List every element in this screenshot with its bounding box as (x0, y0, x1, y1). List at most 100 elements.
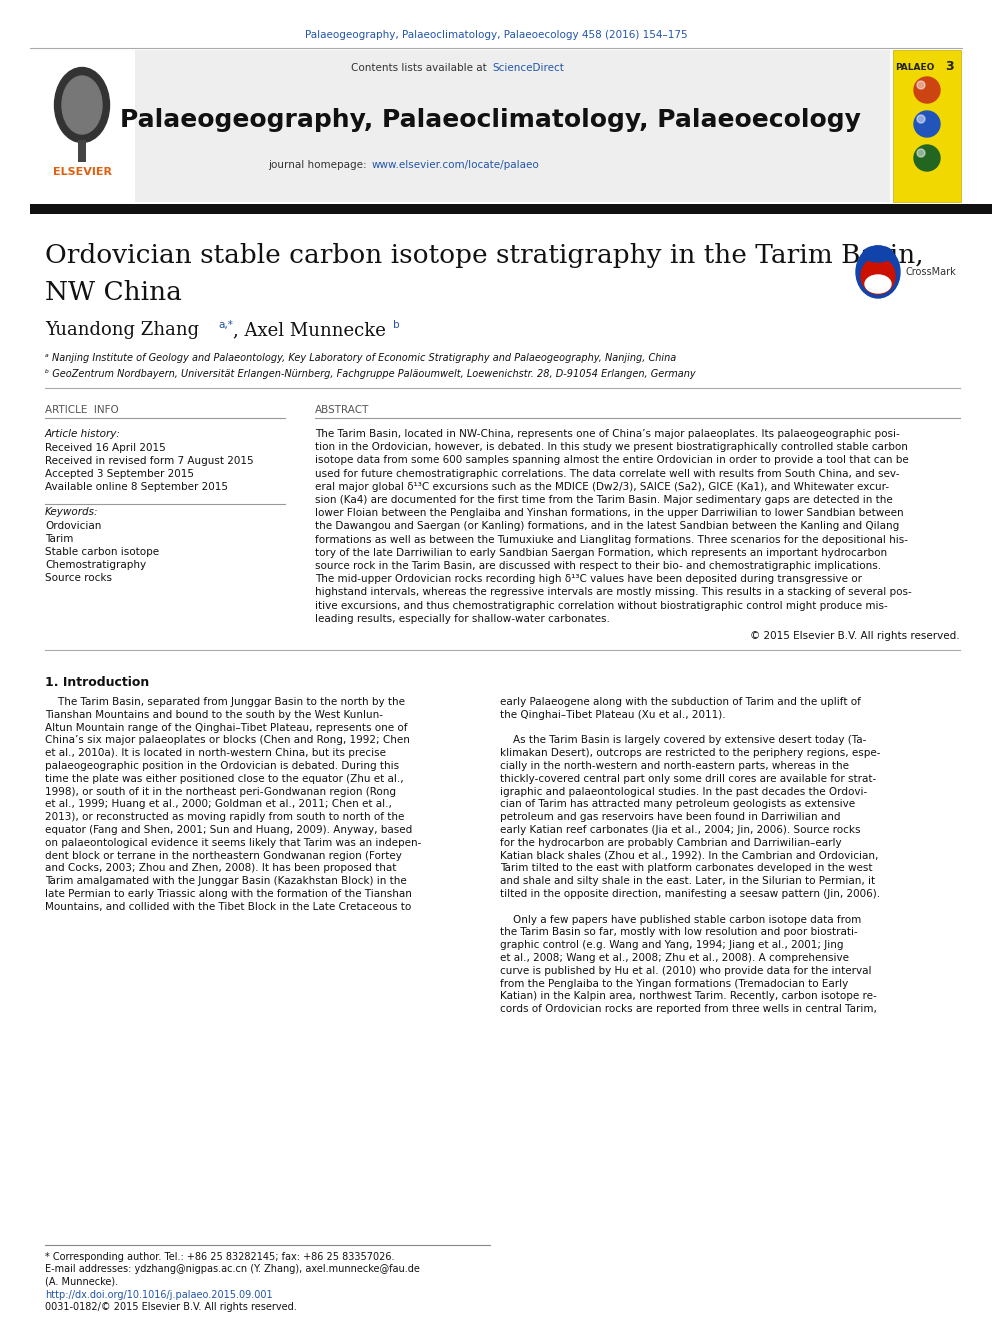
Text: ᵃ Nanjing Institute of Geology and Palaeontology, Key Laboratory of Economic Str: ᵃ Nanjing Institute of Geology and Palae… (45, 353, 677, 363)
Text: 0031-0182/© 2015 Elsevier B.V. All rights reserved.: 0031-0182/© 2015 Elsevier B.V. All right… (45, 1302, 297, 1312)
Circle shape (914, 111, 940, 138)
Text: Source rocks: Source rocks (45, 573, 112, 583)
Text: b: b (393, 320, 400, 329)
Text: Tarim amalgamated with the Junggar Basin (Kazakhstan Block) in the: Tarim amalgamated with the Junggar Basin… (45, 876, 407, 886)
Text: 1. Introduction: 1. Introduction (45, 676, 149, 688)
Text: China’s six major palaeoplates or blocks (Chen and Rong, 1992; Chen: China’s six major palaeoplates or blocks… (45, 736, 410, 745)
Text: CrossMark: CrossMark (906, 267, 956, 277)
Text: the Dawangou and Saergan (or Kanling) formations, and in the latest Sandbian bet: the Dawangou and Saergan (or Kanling) fo… (315, 521, 900, 532)
Text: © 2015 Elsevier B.V. All rights reserved.: © 2015 Elsevier B.V. All rights reserved… (750, 631, 960, 642)
Text: * Corresponding author. Tel.: +86 25 83282145; fax: +86 25 83357026.: * Corresponding author. Tel.: +86 25 832… (45, 1252, 395, 1262)
Text: highstand intervals, whereas the regressive intervals are mostly missing. This r: highstand intervals, whereas the regress… (315, 587, 912, 598)
Text: ᵇ GeoZentrum Nordbayern, Universität Erlangen-Nürnberg, Fachgruppe Paläoumwelt, : ᵇ GeoZentrum Nordbayern, Universität Erl… (45, 369, 695, 378)
Text: lower Floian between the Penglaiba and Yinshan formations, in the upper Darriwil: lower Floian between the Penglaiba and Y… (315, 508, 904, 519)
Text: The mid-upper Ordovician rocks recording high δ¹³C values have been deposited du: The mid-upper Ordovician rocks recording… (315, 574, 862, 585)
Text: Ordovician stable carbon isotope stratigraphy in the Tarim Basin,: Ordovician stable carbon isotope stratig… (45, 242, 924, 267)
Text: As the Tarim Basin is largely covered by extensive desert today (Ta-: As the Tarim Basin is largely covered by… (500, 736, 866, 745)
Text: ELSEVIER: ELSEVIER (53, 167, 111, 177)
Text: itive excursions, and thus chemostratigraphic correlation without biostratigraph: itive excursions, and thus chemostratigr… (315, 601, 888, 611)
Text: Tianshan Mountains and bound to the south by the West Kunlun-: Tianshan Mountains and bound to the sout… (45, 710, 383, 720)
Text: 1998), or south of it in the northeast peri-Gondwanan region (Rong: 1998), or south of it in the northeast p… (45, 787, 396, 796)
FancyBboxPatch shape (30, 50, 135, 202)
Circle shape (917, 81, 925, 89)
Text: graphic control (e.g. Wang and Yang, 1994; Jiang et al., 2001; Jing: graphic control (e.g. Wang and Yang, 199… (500, 941, 843, 950)
Text: Tarim: Tarim (45, 534, 73, 544)
Circle shape (914, 146, 940, 171)
Text: palaeogeographic position in the Ordovician is debated. During this: palaeogeographic position in the Ordovic… (45, 761, 399, 771)
Circle shape (914, 77, 940, 103)
Ellipse shape (55, 67, 109, 143)
Text: Mountains, and collided with the Tibet Block in the Late Cretaceous to: Mountains, and collided with the Tibet B… (45, 902, 412, 912)
Text: 2013), or reconstructed as moving rapidly from south to north of the: 2013), or reconstructed as moving rapidl… (45, 812, 405, 822)
Text: NW China: NW China (45, 280, 182, 306)
FancyBboxPatch shape (893, 50, 961, 202)
Text: tilted in the opposite direction, manifesting a seesaw pattern (Jin, 2006).: tilted in the opposite direction, manife… (500, 889, 880, 900)
Text: et al., 2008; Wang et al., 2008; Zhu et al., 2008). A comprehensive: et al., 2008; Wang et al., 2008; Zhu et … (500, 953, 849, 963)
Text: cially in the north-western and north-eastern parts, whereas in the: cially in the north-western and north-ea… (500, 761, 849, 771)
Text: Keywords:: Keywords: (45, 507, 98, 517)
Text: Palaeogeography, Palaeoclimatology, Palaeoecology: Palaeogeography, Palaeoclimatology, Pala… (120, 108, 860, 132)
Text: journal homepage:: journal homepage: (268, 160, 370, 169)
Text: a,*: a,* (218, 320, 233, 329)
Text: and Cocks, 2003; Zhou and Zhen, 2008). It has been proposed that: and Cocks, 2003; Zhou and Zhen, 2008). I… (45, 864, 397, 873)
Text: Palaeogeography, Palaeoclimatology, Palaeoecology 458 (2016) 154–175: Palaeogeography, Palaeoclimatology, Pala… (305, 30, 687, 40)
Text: klimakan Desert), outcrops are restricted to the periphery regions, espe-: klimakan Desert), outcrops are restricte… (500, 749, 881, 758)
Text: http://dx.doi.org/10.1016/j.palaeo.2015.09.001: http://dx.doi.org/10.1016/j.palaeo.2015.… (45, 1290, 273, 1301)
Text: Chemostratigraphy: Chemostratigraphy (45, 560, 146, 570)
Text: tion in the Ordovician, however, is debated. In this study we present biostratig: tion in the Ordovician, however, is deba… (315, 442, 908, 452)
Text: and shale and silty shale in the east. Later, in the Silurian to Permian, it: and shale and silty shale in the east. L… (500, 876, 875, 886)
Text: et al., 2010a). It is located in north-western China, but its precise: et al., 2010a). It is located in north-w… (45, 749, 386, 758)
Ellipse shape (861, 258, 895, 294)
Text: cian of Tarim has attracted many petroleum geologists as extensive: cian of Tarim has attracted many petrole… (500, 799, 855, 810)
Text: tory of the late Darriwilian to early Sandbian Saergan Formation, which represen: tory of the late Darriwilian to early Sa… (315, 548, 887, 558)
Ellipse shape (863, 246, 893, 262)
Text: source rock in the Tarim Basin, are discussed with respect to their bio- and che: source rock in the Tarim Basin, are disc… (315, 561, 881, 572)
Text: The Tarim Basin, located in NW-China, represents one of China’s major palaeoplat: The Tarim Basin, located in NW-China, re… (315, 429, 900, 439)
Text: Katian black shales (Zhou et al., 1992). In the Cambrian and Ordovician,: Katian black shales (Zhou et al., 1992).… (500, 851, 878, 860)
Text: sion (Ka4) are documented for the first time from the Tarim Basin. Major sedimen: sion (Ka4) are documented for the first … (315, 495, 893, 505)
FancyBboxPatch shape (78, 140, 86, 161)
Text: eral major global δ¹³C excursions such as the MDICE (Dw2/3), SAICE (Sa2), GICE (: eral major global δ¹³C excursions such a… (315, 482, 889, 492)
Text: E-mail addresses: ydzhang@nigpas.ac.cn (Y. Zhang), axel.munnecke@fau.de: E-mail addresses: ydzhang@nigpas.ac.cn (… (45, 1263, 420, 1274)
Text: Available online 8 September 2015: Available online 8 September 2015 (45, 482, 228, 492)
Text: ARTICLE  INFO: ARTICLE INFO (45, 405, 119, 415)
Text: Stable carbon isotope: Stable carbon isotope (45, 546, 159, 557)
FancyBboxPatch shape (30, 204, 992, 214)
Text: early Katian reef carbonates (Jia et al., 2004; Jin, 2006). Source rocks: early Katian reef carbonates (Jia et al.… (500, 826, 860, 835)
Text: (A. Munnecke).: (A. Munnecke). (45, 1275, 118, 1286)
Text: leading results, especially for shallow-water carbonates.: leading results, especially for shallow-… (315, 614, 610, 624)
Text: www.elsevier.com/locate/palaeo: www.elsevier.com/locate/palaeo (372, 160, 540, 169)
Ellipse shape (865, 275, 891, 292)
Text: Altun Mountain range of the Qinghai–Tibet Plateau, represents one of: Altun Mountain range of the Qinghai–Tibe… (45, 722, 408, 733)
Text: petroleum and gas reservoirs have been found in Darriwilian and: petroleum and gas reservoirs have been f… (500, 812, 840, 822)
Text: PALAEO: PALAEO (895, 62, 934, 71)
Text: Yuandong Zhang: Yuandong Zhang (45, 321, 199, 339)
Text: Received in revised form 7 August 2015: Received in revised form 7 August 2015 (45, 456, 254, 466)
Text: formations as well as between the Tumuxiuke and Lianglitag formations. Three sce: formations as well as between the Tumuxi… (315, 534, 908, 545)
Text: late Permian to early Triassic along with the formation of the Tianshan: late Permian to early Triassic along wit… (45, 889, 412, 900)
Text: Received 16 April 2015: Received 16 April 2015 (45, 443, 166, 452)
Text: 3: 3 (945, 61, 953, 74)
Text: isotope data from some 600 samples spanning almost the entire Ordovician in orde: isotope data from some 600 samples spann… (315, 455, 909, 466)
Text: , Axel Munnecke: , Axel Munnecke (233, 321, 386, 339)
Text: Only a few papers have published stable carbon isotope data from: Only a few papers have published stable … (500, 914, 861, 925)
Text: early Palaeogene along with the subduction of Tarim and the uplift of: early Palaeogene along with the subducti… (500, 697, 861, 706)
Text: curve is published by Hu et al. (2010) who provide data for the interval: curve is published by Hu et al. (2010) w… (500, 966, 872, 976)
Text: dent block or terrane in the northeastern Gondwanan region (Fortey: dent block or terrane in the northeaster… (45, 851, 402, 860)
Text: igraphic and palaeontological studies. In the past decades the Ordovi-: igraphic and palaeontological studies. I… (500, 787, 867, 796)
Circle shape (917, 115, 925, 123)
Text: ABSTRACT: ABSTRACT (315, 405, 369, 415)
Text: Article history:: Article history: (45, 429, 121, 439)
Text: cords of Ordovician rocks are reported from three wells in central Tarim,: cords of Ordovician rocks are reported f… (500, 1004, 877, 1015)
Text: equator (Fang and Shen, 2001; Sun and Huang, 2009). Anyway, based: equator (Fang and Shen, 2001; Sun and Hu… (45, 826, 413, 835)
Text: for the hydrocarbon are probably Cambrian and Darriwilian–early: for the hydrocarbon are probably Cambria… (500, 837, 841, 848)
Text: time the plate was either positioned close to the equator (Zhu et al.,: time the plate was either positioned clo… (45, 774, 404, 783)
Text: on palaeontological evidence it seems likely that Tarim was an indepen-: on palaeontological evidence it seems li… (45, 837, 422, 848)
Text: Tarim tilted to the east with platform carbonates developed in the west: Tarim tilted to the east with platform c… (500, 864, 873, 873)
Text: used for future chemostratigraphic correlations. The data correlate well with re: used for future chemostratigraphic corre… (315, 468, 900, 479)
Text: Accepted 3 September 2015: Accepted 3 September 2015 (45, 468, 194, 479)
Text: the Tarim Basin so far, mostly with low resolution and poor biostrati-: the Tarim Basin so far, mostly with low … (500, 927, 858, 938)
Text: Contents lists available at: Contents lists available at (351, 64, 490, 73)
Circle shape (917, 149, 925, 157)
Text: et al., 1999; Huang et al., 2000; Goldman et al., 2011; Chen et al.,: et al., 1999; Huang et al., 2000; Goldma… (45, 799, 392, 810)
